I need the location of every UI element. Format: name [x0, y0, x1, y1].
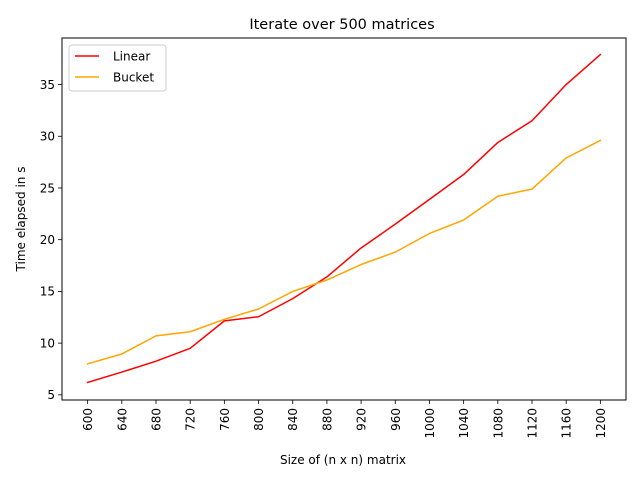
series-line-linear	[86, 53, 602, 384]
x-tick-label: 1120	[526, 408, 540, 439]
y-tick-label: 5	[47, 388, 55, 402]
legend-label-bucket: Bucket	[113, 70, 154, 84]
x-tick-label: 840	[286, 408, 300, 431]
x-tick-label: 1080	[491, 408, 505, 439]
y-tick-label: 15	[40, 285, 55, 299]
y-tick-label: 20	[40, 233, 55, 247]
x-tick-label: 600	[81, 408, 95, 431]
x-axis: 600 640 680 720 760 800 840 880 920 960 1000 1040 10…	[81, 400, 608, 439]
x-tick-label: 1040	[457, 408, 471, 439]
series-line-bucket	[86, 139, 602, 365]
x-tick-label: 1000	[423, 408, 437, 439]
x-axis-label: Size of (n x n) matrix	[280, 453, 406, 467]
x-tick-label: 760	[218, 408, 232, 431]
y-axis: 5 10 15 20 25 30 35	[40, 78, 62, 402]
series-layer	[86, 53, 602, 384]
x-tick-label: 920	[355, 408, 369, 431]
x-tick-label: 720	[184, 408, 198, 431]
y-tick-label: 25	[40, 181, 55, 195]
x-tick-label: 800	[252, 408, 266, 431]
y-tick-label: 30	[40, 130, 55, 144]
x-tick-label: 640	[115, 408, 129, 431]
y-axis-label: Time elapsed in s	[14, 167, 28, 273]
x-tick-label: 960	[389, 408, 403, 431]
y-tick-label: 10	[40, 336, 55, 350]
x-tick-label: 1200	[594, 408, 608, 439]
plot-area	[61, 37, 627, 401]
x-tick-label: 880	[320, 408, 334, 431]
y-tick-label: 35	[40, 78, 55, 92]
legend: Linear Bucket	[68, 44, 167, 92]
chart-title: Iterate over 500 matrices	[249, 17, 434, 33]
legend-label-linear: Linear	[113, 49, 150, 63]
x-tick-label: 680	[150, 408, 164, 431]
x-tick-label: 1160	[560, 408, 574, 439]
